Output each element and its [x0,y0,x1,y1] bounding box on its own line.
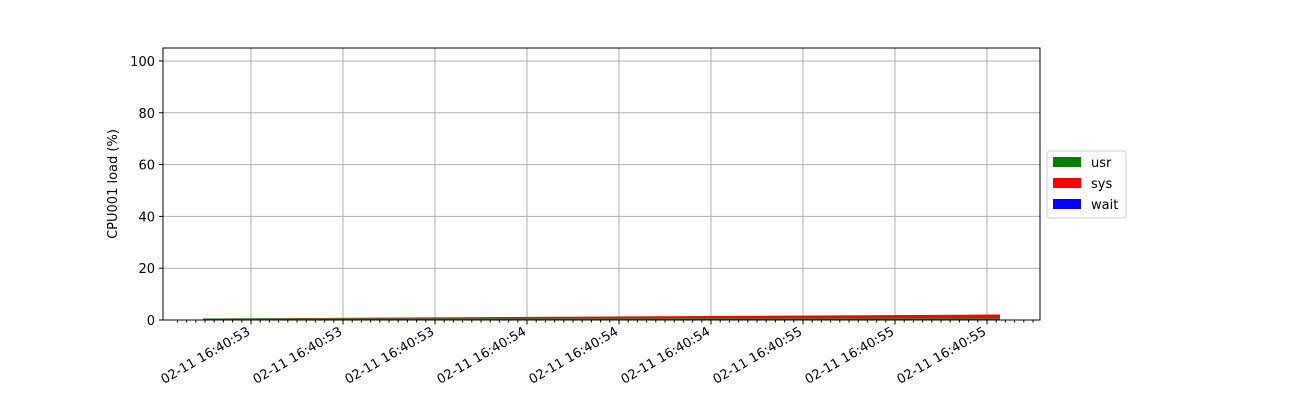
y-tick-label: 20 [138,262,155,277]
y-tick-label: 40 [138,210,155,225]
grid-lines [163,48,1040,321]
x-tick-label: 02-11 16:40:53 [343,324,437,387]
x-tick-label: 02-11 16:40:54 [619,324,713,387]
legend-swatch-wait [1053,199,1081,209]
x-tick-label: 02-11 16:40:53 [251,324,345,387]
x-tick-label: 02-11 16:40:54 [527,324,621,387]
stacked-area-series [203,314,1000,320]
legend: usr sys wait [1046,150,1127,219]
y-axis-label: CPU001 load (%) [106,129,121,239]
legend-label-usr: usr [1091,156,1112,171]
series-area-sys [203,314,1000,319]
y-tick-label: 60 [138,159,155,174]
y-tick-label: 0 [147,314,155,329]
x-tick-label: 02-11 16:40:54 [435,324,529,387]
legend-swatch-usr [1053,157,1081,167]
plot-frame [162,47,1041,321]
x-tick-label: 02-11 16:40:55 [803,324,897,387]
legend-swatch-sys [1053,178,1081,188]
legend-label-sys: sys [1091,177,1112,192]
y-tick-label: 80 [138,107,155,122]
x-tick-label: 02-11 16:40:55 [895,324,989,387]
y-tick-label: 100 [130,55,155,70]
legend-label-wait: wait [1091,198,1118,213]
x-tick-label: 02-11 16:40:55 [711,324,805,387]
x-tick-label: 02-11 16:40:53 [159,324,253,387]
